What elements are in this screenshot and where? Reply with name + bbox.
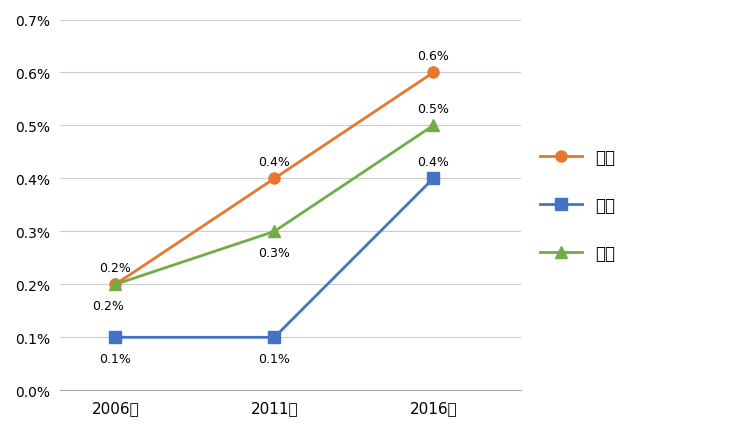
Text: 0.1%: 0.1%	[99, 352, 131, 365]
전체	[111, 282, 120, 287]
Line: 여자: 여자	[110, 68, 439, 290]
Text: 0.2%: 0.2%	[99, 261, 131, 274]
전체	[429, 123, 438, 129]
Line: 전체: 전체	[110, 120, 439, 290]
Text: 0.1%: 0.1%	[258, 352, 290, 365]
Text: 0.6%: 0.6%	[417, 50, 449, 63]
여자	[429, 71, 438, 76]
Text: 0.4%: 0.4%	[417, 156, 449, 169]
남자	[429, 176, 438, 181]
Text: 0.2%: 0.2%	[93, 299, 125, 312]
Text: 0.3%: 0.3%	[258, 246, 290, 259]
전체	[270, 229, 279, 234]
Legend: 여자, 남자, 전체: 여자, 남자, 전체	[533, 142, 622, 269]
남자	[270, 335, 279, 340]
여자	[111, 282, 120, 287]
Text: 0.5%: 0.5%	[417, 103, 450, 116]
Text: 0.4%: 0.4%	[258, 156, 290, 169]
Line: 남자: 남자	[110, 173, 439, 343]
남자	[111, 335, 120, 340]
여자	[270, 176, 279, 181]
